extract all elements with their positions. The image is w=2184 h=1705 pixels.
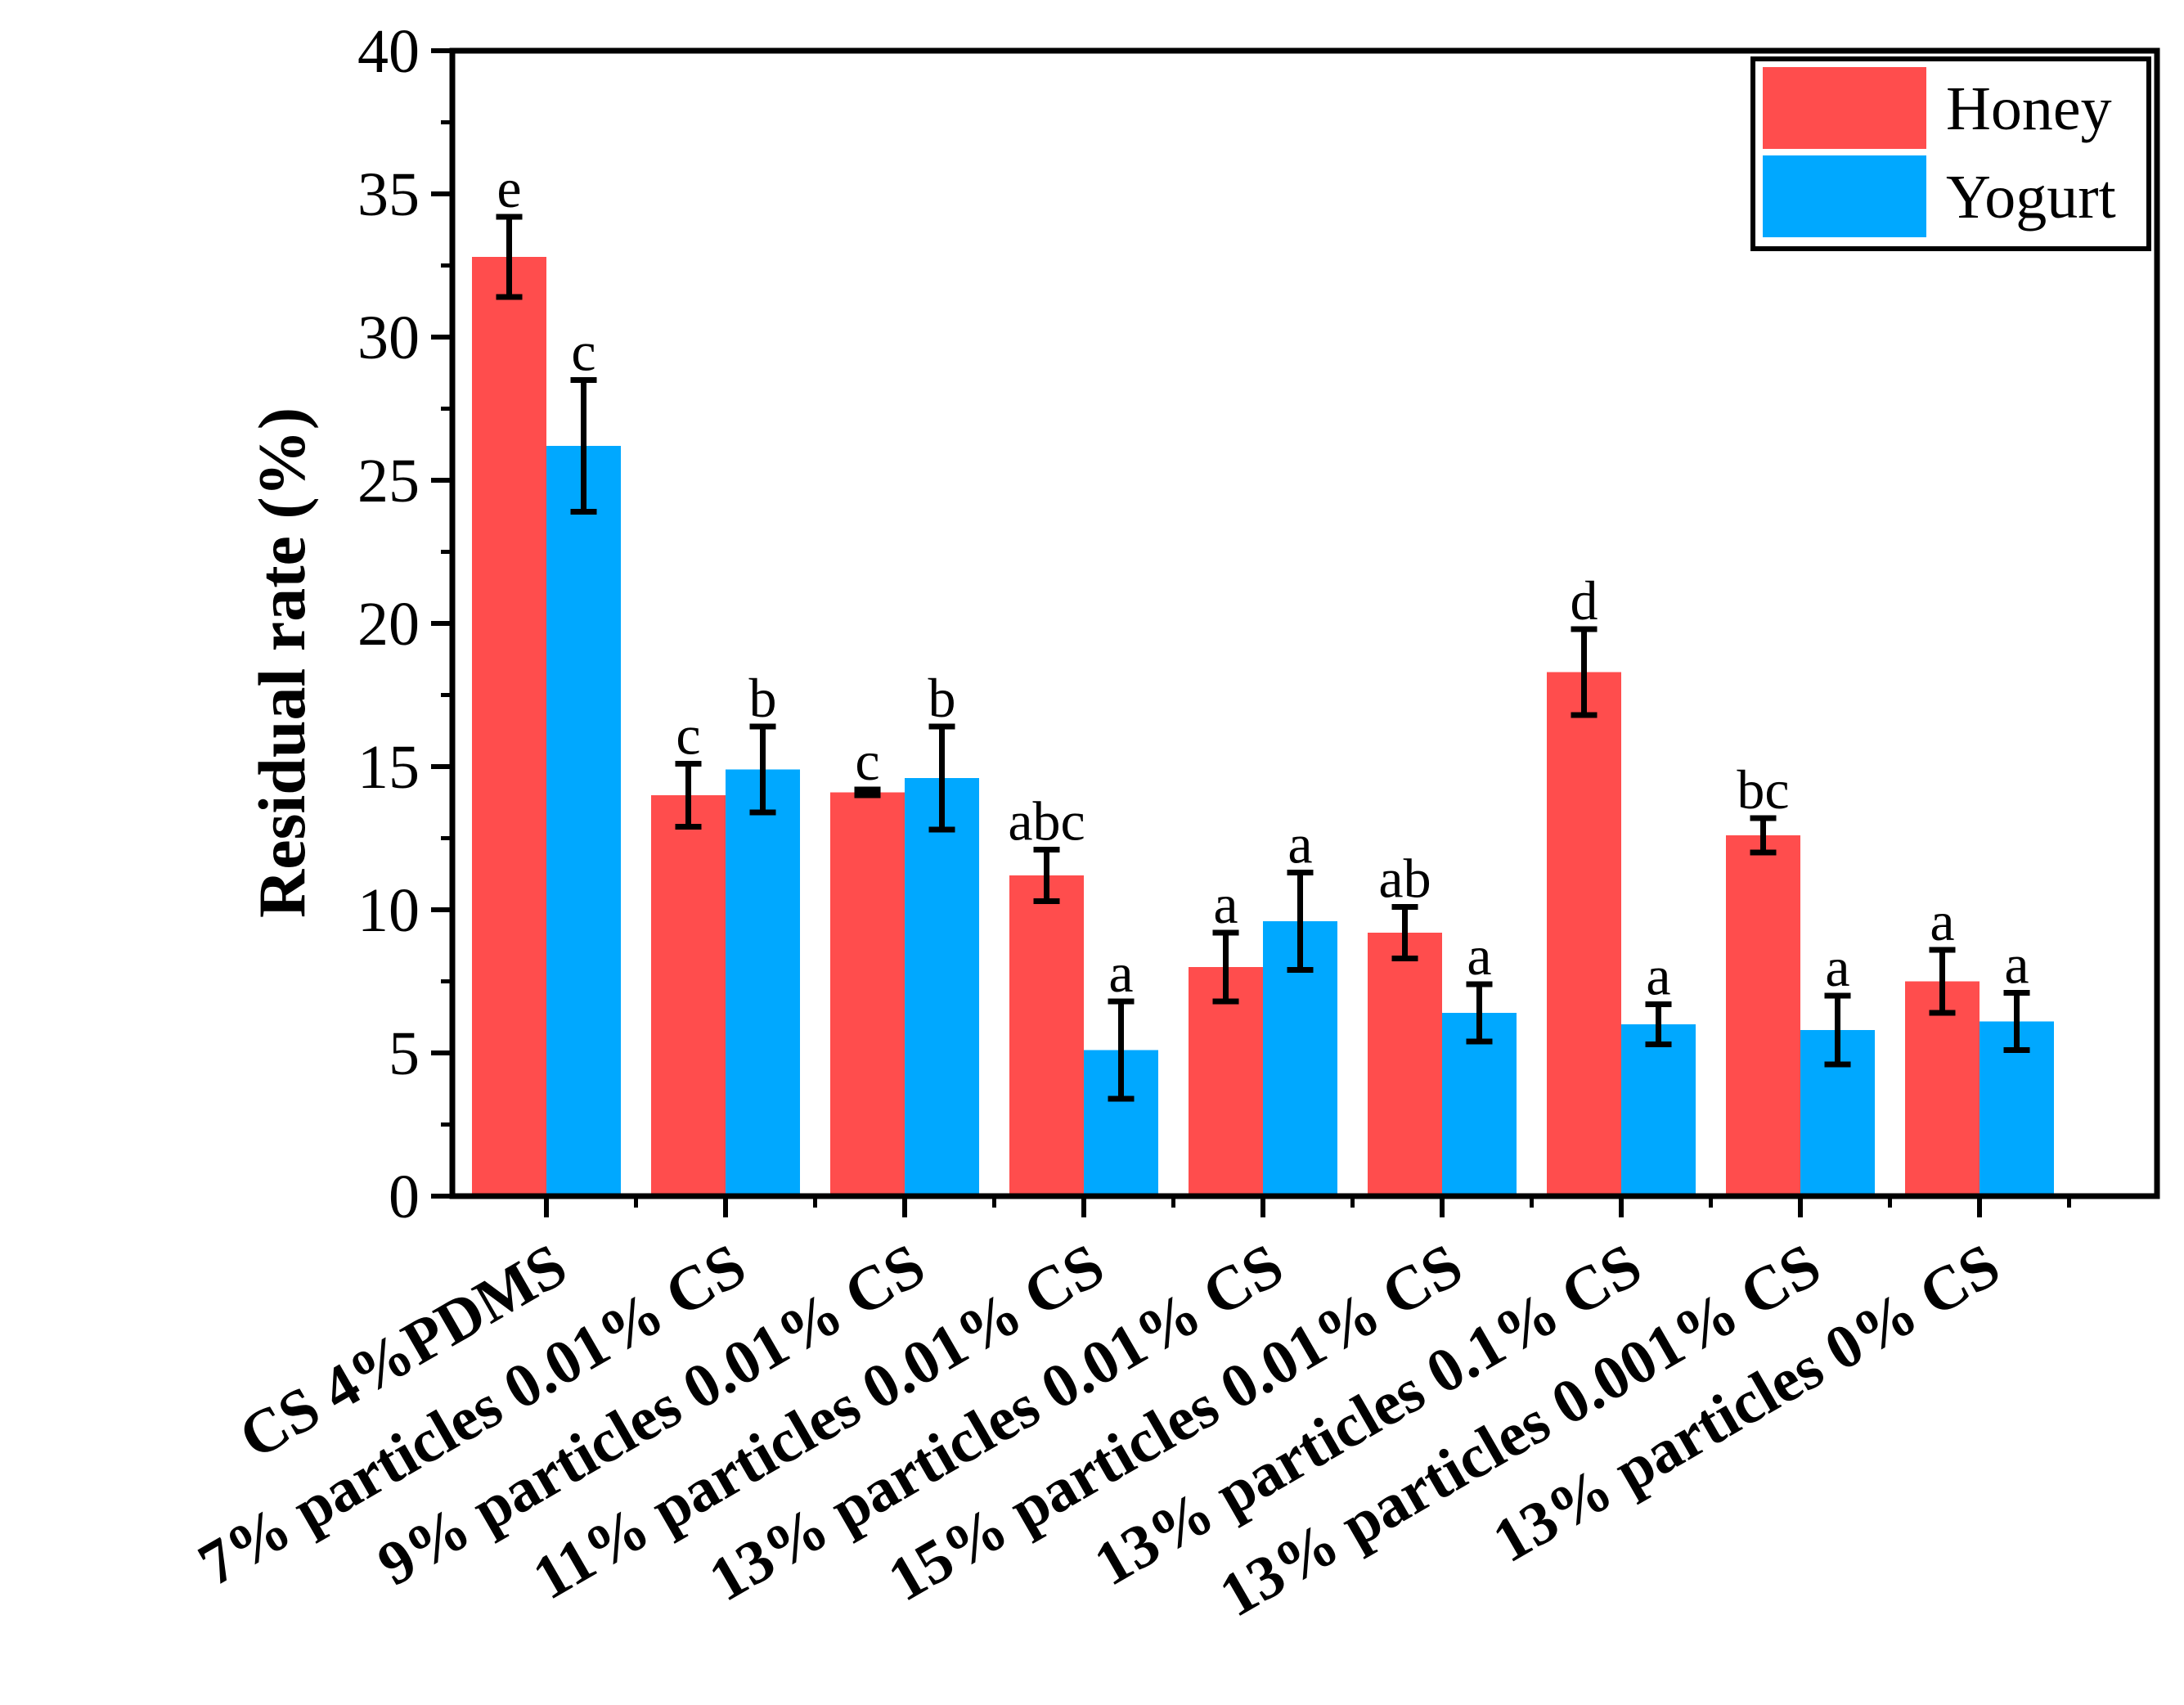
y-axis-label: Residual rate (%)	[245, 407, 319, 918]
error-bar-yogurt-6	[1466, 981, 1493, 1045]
significance-label-honey-1: e	[497, 157, 521, 219]
bar-honey-1	[472, 257, 546, 1196]
significance-label-yogurt-8: a	[1825, 936, 1849, 998]
error-bar-honey-4	[1033, 847, 1060, 904]
significance-label-yogurt-4: a	[1108, 942, 1133, 1004]
legend: Honey Yogurt	[1750, 56, 2151, 251]
error-bar-yogurt-8	[1824, 992, 1851, 1068]
bar-honey-3	[830, 792, 905, 1196]
error-bar-yogurt-3	[928, 723, 955, 833]
legend-label-honey: Honey	[1946, 74, 2112, 143]
bar-honey-2	[651, 795, 726, 1196]
significance-label-honey-3: c	[855, 730, 879, 792]
bar-honey-7	[1547, 672, 1621, 1196]
error-bars-layer	[496, 214, 2030, 1102]
error-bar-honey-9	[1929, 947, 1956, 1016]
significance-label-yogurt-7: a	[1646, 945, 1670, 1007]
significance-label-honey-7: d	[1571, 569, 1598, 632]
bar-honey-4	[1009, 875, 1084, 1196]
significance-label-yogurt-1: c	[571, 321, 595, 383]
legend-label-yogurt: Yogurt	[1946, 163, 2116, 232]
error-bar-honey-2	[675, 761, 702, 830]
error-bar-honey-6	[1391, 904, 1418, 961]
y-tick-label: 10	[357, 876, 420, 945]
legend-swatch-yogurt	[1763, 155, 1926, 237]
significance-label-yogurt-9: a	[2004, 933, 2029, 996]
error-bar-yogurt-4	[1108, 998, 1135, 1102]
y-tick-label: 5	[389, 1019, 420, 1088]
y-tick-label: 25	[357, 447, 420, 515]
error-bar-honey-7	[1571, 626, 1598, 718]
bar-honey-8	[1726, 835, 1800, 1196]
bars-layer	[472, 257, 2054, 1196]
error-bar-yogurt-5	[1287, 870, 1314, 973]
error-bar-honey-3	[854, 786, 881, 799]
significance-label-honey-8: bc	[1737, 758, 1789, 821]
error-bar-yogurt-1	[570, 377, 597, 515]
bar-yogurt-1	[546, 446, 621, 1196]
significance-label-yogurt-2: b	[749, 667, 777, 729]
bar-yogurt-7	[1621, 1024, 1696, 1196]
significance-label-honey-6: ab	[1378, 848, 1431, 910]
bar-honey-5	[1189, 967, 1263, 1196]
y-tick-label: 20	[357, 590, 420, 659]
error-bar-honey-8	[1750, 815, 1777, 856]
error-bar-yogurt-2	[749, 723, 776, 816]
y-tick-label: 0	[389, 1163, 420, 1231]
error-bar-honey-1	[496, 214, 523, 300]
y-tick-label: 35	[357, 160, 420, 229]
bar-honey-9	[1905, 981, 1980, 1196]
bar-yogurt-2	[726, 769, 800, 1196]
error-bar-yogurt-9	[2003, 990, 2030, 1053]
bar-yogurt-3	[905, 778, 979, 1196]
axes-layer: 0 5 10 15 20 25 30 35 40	[357, 17, 2160, 1231]
significance-label-honey-2: c	[676, 704, 700, 767]
y-tick-label: 30	[357, 304, 420, 372]
significance-label-honey-9: a	[1930, 890, 1954, 952]
legend-swatch-honey	[1763, 67, 1926, 149]
bar-honey-6	[1368, 933, 1442, 1196]
y-tick-label: 40	[357, 17, 420, 86]
significance-label-honey-5: a	[1213, 873, 1238, 935]
significance-label-yogurt-5: a	[1287, 813, 1312, 875]
significance-label-yogurt-6: a	[1467, 924, 1491, 987]
error-bar-yogurt-7	[1645, 1001, 1672, 1047]
significance-label-yogurt-3: b	[928, 667, 956, 729]
y-tick-label: 15	[357, 733, 420, 802]
significance-label-honey-4: abc	[1008, 790, 1085, 852]
error-bar-honey-5	[1212, 929, 1239, 1005]
